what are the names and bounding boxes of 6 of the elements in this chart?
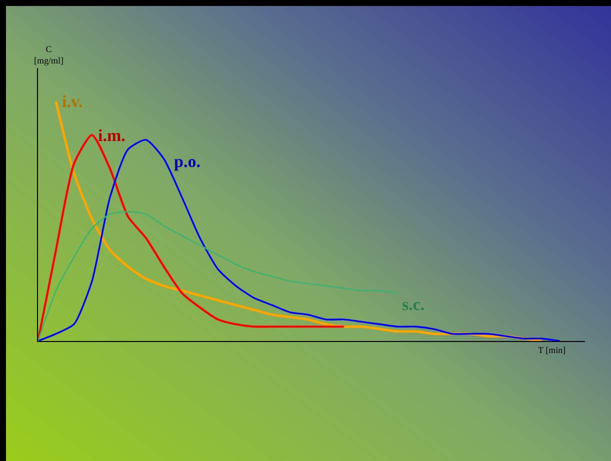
- y-axis-title: C [mg/ml]: [34, 44, 64, 66]
- series-label: i.m.: [98, 126, 126, 145]
- series-label: s.c.: [402, 295, 425, 314]
- series-label: i.v.: [62, 92, 83, 111]
- x-axis-title: T [min]: [538, 345, 566, 355]
- series-label: p.o.: [174, 152, 200, 171]
